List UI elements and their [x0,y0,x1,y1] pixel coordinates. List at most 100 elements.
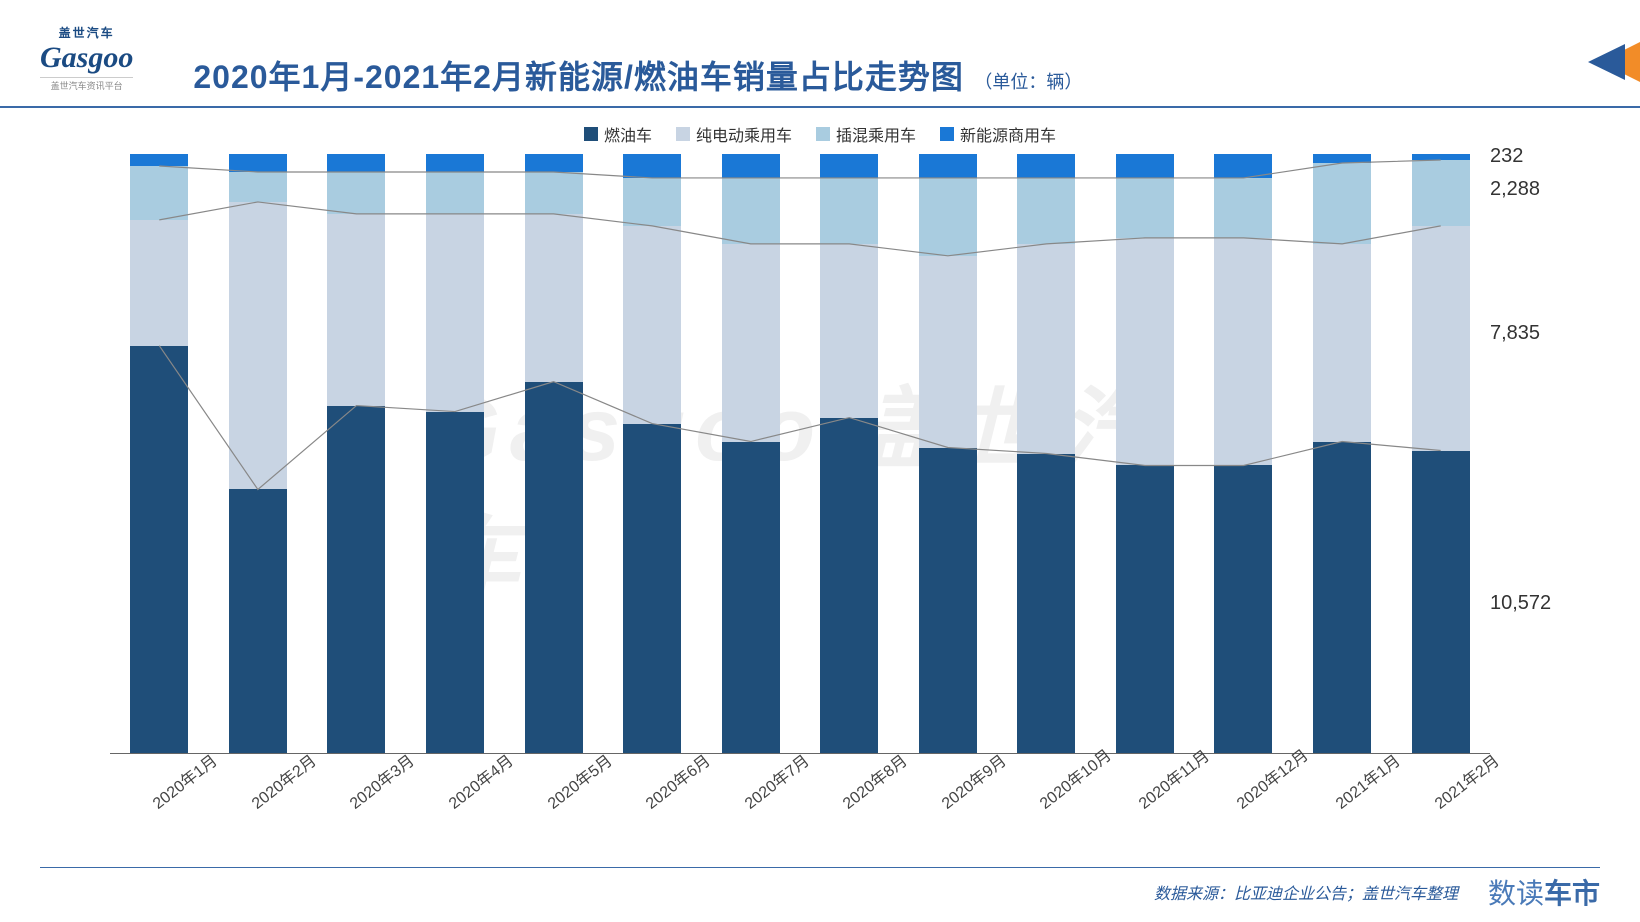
bar-segment-cev [919,154,977,178]
x-axis-label: 2021年2月 [1428,759,1488,814]
bar-segment-phev [1313,163,1371,244]
right-value-labels: 2322,2887,83510,572 [1490,154,1600,754]
bar-segment-phev [1214,178,1272,238]
value-label: 7,835 [1490,322,1540,345]
x-axis-label: 2020年3月 [344,759,404,814]
legend: 燃油车纯电动乘用车 插混乘用车 新能源商用车 [0,108,1640,154]
legend-item: 插混乘用车 [816,122,916,146]
x-axis-label: 2020年10月 [1034,759,1094,814]
chart-title: 2020年1月-2021年2月新能源/燃油车销量占比走势图 [193,59,964,95]
bar-segment-bev [1412,226,1470,451]
bar-column [919,154,977,753]
bar-segment-fuel [426,412,484,753]
bar-segment-fuel [1017,454,1075,754]
corner-arrow-icon [1570,42,1640,82]
bar-segment-cev [426,154,484,172]
legend-item: 纯电动乘用车 [676,122,792,146]
footer-brand: 数读车市 [1488,872,1600,912]
title-wrap: 2020年1月-2021年2月新能源/燃油车销量占比走势图 （单位：辆） [193,52,1082,98]
bar-segment-bev [327,214,385,406]
bar-segment-fuel [722,442,780,753]
bar-segment-cev [525,154,583,172]
bars-container [110,154,1490,753]
bar-column [1017,154,1075,753]
plot-area [110,154,1490,754]
x-axis-label: 2020年6月 [639,759,699,814]
header: 盖世汽车 Gasgoo 盖世汽车资讯平台 2020年1月-2021年2月新能源/… [0,0,1640,108]
bar-segment-phev [722,178,780,244]
x-axis-label: 2020年1月 [147,759,207,814]
bar-segment-bev [1017,244,1075,454]
chart-title-unit: （单位：辆） [974,72,1082,92]
bar-column [820,154,878,753]
x-axis-label: 2020年11月 [1132,759,1192,814]
x-axis-labels: 2020年1月2020年2月2020年3月2020年4月2020年5月2020年… [110,759,1490,783]
bar-segment-fuel [525,382,583,753]
logo: 盖世汽车 Gasgoo 盖世汽车资讯平台 [40,24,133,92]
legend-label: 新能源商用车 [960,122,1056,146]
bar-column [229,154,287,753]
bar-column [623,154,681,753]
legend-item: 燃油车 [584,122,652,146]
bar-segment-cev [1313,154,1371,163]
x-axis-label: 2020年7月 [738,759,798,814]
bar-segment-bev [130,220,188,346]
legend-swatch [584,127,598,141]
bar-segment-fuel [130,346,188,753]
x-axis-label: 2020年5月 [541,759,601,814]
bar-segment-fuel [1313,442,1371,753]
bar-segment-bev [1313,244,1371,442]
bar-segment-phev [1017,178,1075,244]
bar-column [1313,154,1371,753]
bar-segment-phev [1412,160,1470,226]
bar-segment-bev [1116,238,1174,466]
footer: 数据来源：比亚迪企业公告；盖世汽车整理 数读车市 [40,867,1600,912]
bar-column [722,154,780,753]
x-axis-label: 2021年1月 [1329,759,1389,814]
bar-column [525,154,583,753]
chart-area: Gasgoo 盖世汽车 2020年1月2020年2月2020年3月2020年4月… [40,154,1600,844]
bar-segment-cev [623,154,681,178]
x-axis-label: 2020年8月 [837,759,897,814]
bar-segment-cev [327,154,385,172]
bar-segment-bev [919,256,977,448]
legend-label: 插混乘用车 [836,122,916,146]
value-label: 10,572 [1490,592,1551,615]
legend-item: 新能源商用车 [940,122,1056,146]
bar-segment-cev [229,154,287,172]
bar-segment-bev [1214,238,1272,466]
bar-segment-bev [820,244,878,418]
footer-brand-prefix: 数读 [1488,878,1544,909]
x-axis-label: 2020年9月 [935,759,995,814]
bar-segment-phev [1116,178,1174,238]
bar-segment-fuel [229,489,287,753]
legend-swatch [676,127,690,141]
bar-segment-phev [525,172,583,214]
bar-segment-phev [130,166,188,220]
bar-segment-fuel [919,448,977,753]
bar-segment-cev [820,154,878,178]
bar-column [130,154,188,753]
bar-segment-fuel [1116,465,1174,753]
legend-label: 燃油车 [604,122,652,146]
bar-column [1214,154,1272,753]
bar-segment-fuel [327,406,385,753]
bar-segment-bev [722,244,780,442]
logo-text: Gasgoo [40,41,133,74]
bar-segment-bev [525,214,583,382]
bar-segment-phev [327,172,385,214]
bar-segment-fuel [1214,465,1272,753]
value-label: 232 [1490,145,1523,168]
bar-segment-fuel [623,424,681,753]
bar-segment-phev [623,178,681,226]
bar-column [426,154,484,753]
legend-swatch [816,127,830,141]
logo-subtitle: 盖世汽车资讯平台 [40,77,133,92]
bar-segment-cev [1116,154,1174,178]
footer-brand-accent: 车市 [1544,878,1600,909]
data-source: 数据来源：比亚迪企业公告；盖世汽车整理 [1154,880,1458,904]
legend-swatch [940,127,954,141]
bar-segment-phev [426,172,484,214]
x-axis-label: 2020年4月 [442,759,502,814]
value-label: 2,288 [1490,178,1540,201]
